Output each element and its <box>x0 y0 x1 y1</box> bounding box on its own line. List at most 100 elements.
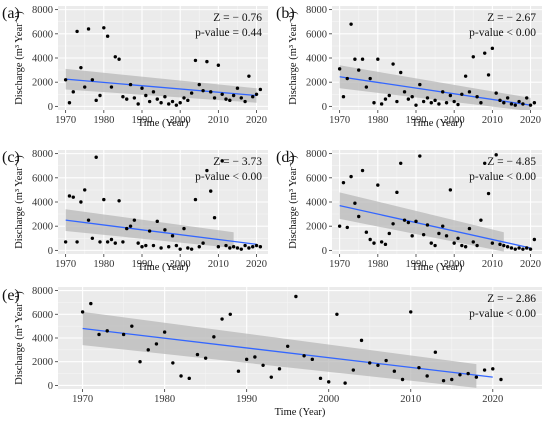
confidence-band <box>339 192 504 252</box>
data-point <box>75 240 79 244</box>
data-point <box>395 190 399 195</box>
data-point <box>341 180 346 185</box>
y-tick-label: 0 <box>48 102 53 113</box>
data-point <box>410 234 414 238</box>
data-point <box>83 85 87 89</box>
y-tick-label: 6000 <box>32 29 53 40</box>
panel-label: (e) <box>2 287 20 304</box>
data-point <box>391 62 395 66</box>
data-point <box>383 242 388 247</box>
data-point <box>167 245 171 249</box>
data-point <box>353 57 357 61</box>
data-point <box>147 99 152 104</box>
x-tick-label: 1970 <box>329 115 350 126</box>
data-point <box>247 246 251 250</box>
data-point <box>494 153 498 157</box>
data-point <box>228 98 232 103</box>
data-point <box>343 381 347 385</box>
data-point <box>128 82 133 87</box>
data-point <box>121 240 125 244</box>
data-point <box>167 102 171 106</box>
z-statistic: Z = − 3.73 <box>213 156 262 168</box>
data-point <box>364 230 369 234</box>
data-point <box>528 247 533 251</box>
data-point <box>189 247 194 251</box>
z-statistic: Z = − 2.67 <box>487 12 536 24</box>
x-tick-label: 2020 <box>246 115 267 126</box>
data-point <box>491 367 495 371</box>
data-point <box>450 377 454 382</box>
panel-label: (b) <box>276 5 295 22</box>
data-point <box>418 82 422 87</box>
y-tick-label: 0 <box>322 246 327 257</box>
y-tick-label: 6000 <box>306 173 327 184</box>
data-point <box>441 224 445 228</box>
data-point <box>532 237 537 242</box>
data-point <box>239 247 243 251</box>
data-point <box>372 101 376 105</box>
x-axis-title: Time (Year) <box>412 262 463 273</box>
data-point <box>170 99 175 104</box>
data-point <box>125 97 129 101</box>
data-point <box>197 245 201 249</box>
data-point <box>392 369 397 373</box>
data-point <box>186 98 190 103</box>
x-tick-label: 1980 <box>93 115 114 126</box>
x-axis-title: Time (Year) <box>412 118 463 129</box>
data-point <box>159 246 163 250</box>
data-point <box>437 102 441 106</box>
data-point <box>247 74 251 78</box>
data-point <box>475 94 479 99</box>
data-point <box>243 243 247 248</box>
data-point <box>400 377 405 382</box>
data-point <box>151 90 156 94</box>
data-point <box>174 243 179 248</box>
y-tick-label: 8000 <box>32 5 53 16</box>
data-point <box>399 70 403 75</box>
data-point <box>486 191 491 196</box>
data-point <box>144 93 148 98</box>
data-point <box>197 82 201 87</box>
data-point <box>269 375 273 379</box>
data-point <box>231 93 236 98</box>
data-point <box>466 371 470 376</box>
y-tick-label: 8000 <box>32 149 53 160</box>
data-point <box>63 78 68 82</box>
data-point <box>498 242 502 247</box>
data-point <box>399 161 403 166</box>
y-axis-title: Discharge (m³ Year⁻¹) <box>14 291 25 385</box>
p-value: p-value < 0.00 <box>195 171 262 183</box>
data-point <box>429 241 433 245</box>
data-point <box>406 220 411 225</box>
data-point <box>517 246 521 250</box>
data-point <box>479 218 483 222</box>
data-point <box>151 243 156 248</box>
confidence-band <box>65 68 257 103</box>
data-point <box>71 195 75 199</box>
data-point <box>345 76 349 81</box>
data-point <box>205 168 209 173</box>
data-point <box>94 98 98 103</box>
y-tick-label: 0 <box>48 246 53 257</box>
y-tick-label: 0 <box>48 381 53 392</box>
data-point <box>163 228 167 232</box>
data-point <box>79 200 83 204</box>
data-point <box>98 240 102 244</box>
data-point <box>364 85 369 89</box>
y-tick-label: 4000 <box>32 198 53 209</box>
data-point <box>130 324 134 328</box>
x-tick-label: 1990 <box>406 115 427 126</box>
y-tick-label: 4000 <box>32 334 53 345</box>
data-point <box>421 232 426 237</box>
data-point <box>86 27 91 31</box>
data-point <box>376 183 380 187</box>
trend-line <box>82 327 493 378</box>
y-axis-title: Discharge (m³ Year⁻¹) <box>288 155 299 249</box>
x-tick-label: 1990 <box>406 259 427 270</box>
data-point <box>239 96 243 100</box>
data-point <box>452 99 456 104</box>
data-point <box>285 344 290 349</box>
panel-label: (a) <box>2 5 20 22</box>
x-tick-label: 2000 <box>318 394 339 405</box>
data-point <box>387 231 391 236</box>
